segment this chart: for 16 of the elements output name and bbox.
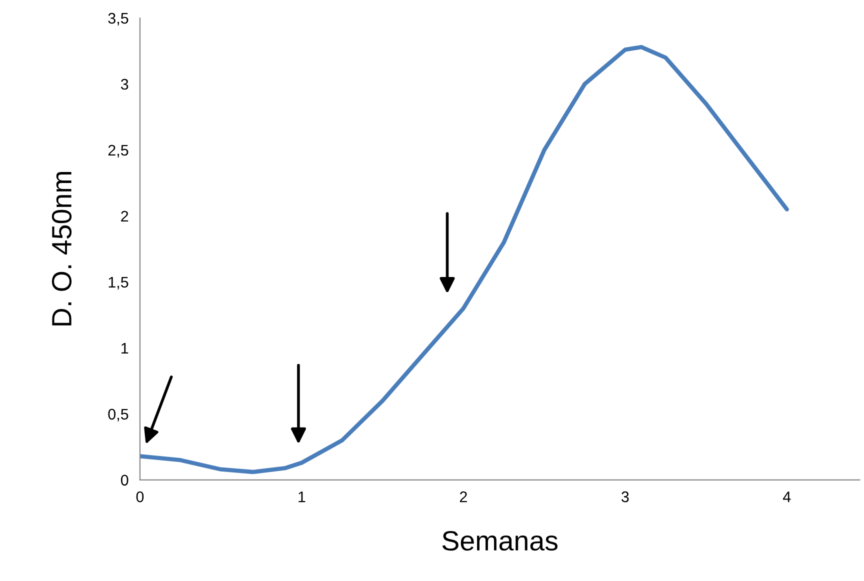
x-tick-label: 3 [622,491,629,502]
x-tick-label: 2 [460,491,467,502]
x-axis-title: Semanas [442,530,558,551]
y-tick-label: 0,5 [108,408,128,422]
y-tick-label: 2,5 [108,144,128,158]
y-tick-label: 3 [120,78,128,90]
y-tick-label: 1,5 [108,276,128,290]
y-axis-title: D. O. 450nm [52,172,72,326]
y-tick-label: 0 [120,474,128,486]
y-tick-label: 1 [122,342,128,354]
y-tick-label: 3,5 [108,12,128,26]
line-series [140,44,789,474]
x-tick-label: 1 [298,492,306,502]
x-tick-label: 0 [136,491,144,502]
x-tick-label: 4 [783,492,791,502]
y-tick-label: 2 [121,210,128,222]
